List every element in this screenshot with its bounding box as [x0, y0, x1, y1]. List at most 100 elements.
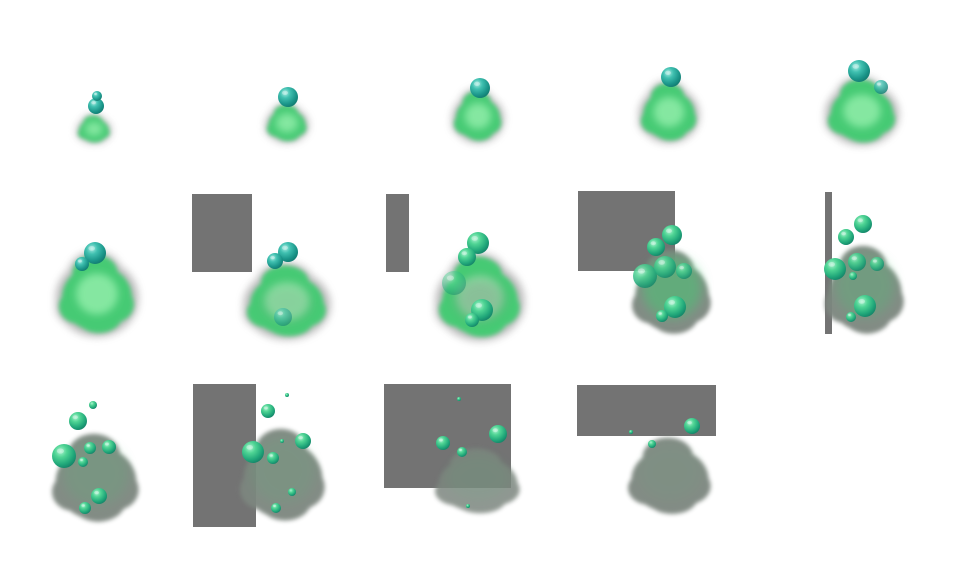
- bubble-ball: [288, 488, 296, 496]
- bubble-ball: [442, 271, 466, 295]
- ball-highlight: [467, 315, 472, 319]
- sprite-frame-r2c3: [435, 232, 525, 341]
- bubble-ball: [629, 430, 633, 434]
- bubble-ball: [849, 272, 857, 280]
- bubble-ball: [261, 404, 275, 418]
- knob-ball: [92, 91, 102, 101]
- gray-rect-r2c3: [386, 194, 409, 272]
- sprite-frame-r3c3: [435, 397, 520, 514]
- bubble-ball: [846, 312, 856, 322]
- knob-ball: [75, 257, 89, 271]
- ball-highlight: [637, 268, 646, 274]
- ball-highlight: [474, 81, 480, 87]
- bubble-ball: [271, 503, 281, 513]
- bubble-ball: [838, 229, 854, 245]
- ball-highlight: [72, 415, 79, 420]
- bubble-ball: [436, 436, 450, 450]
- bubble-ball: [854, 215, 872, 233]
- knob-ball: [278, 87, 298, 107]
- knob-ball: [874, 80, 888, 94]
- ball-highlight: [282, 90, 288, 96]
- bubble-ball: [457, 397, 461, 401]
- ball-highlight: [91, 100, 96, 105]
- ball-highlight: [658, 259, 665, 265]
- knob-ball: [278, 242, 298, 262]
- bubble-ball: [656, 310, 668, 322]
- ball-highlight: [86, 444, 90, 447]
- bubble-ball: [662, 225, 682, 245]
- bubble-ball: [684, 418, 700, 434]
- ball-highlight: [246, 444, 253, 450]
- ball-highlight: [666, 228, 672, 233]
- gray-rect-r2c2: [192, 194, 252, 272]
- bubble-ball: [467, 232, 489, 254]
- bubble-ball: [870, 257, 884, 271]
- knob-ball: [274, 308, 292, 326]
- bubble-ball: [78, 457, 88, 467]
- bubble-ball: [489, 425, 507, 443]
- bubble-ball: [91, 488, 107, 504]
- sprite-frame-r1c1: [76, 91, 112, 144]
- ball-highlight: [459, 448, 462, 451]
- ball-highlight: [273, 504, 276, 507]
- bubble-ball: [824, 258, 846, 280]
- bubble-ball: [458, 248, 476, 266]
- bubble-ball: [848, 253, 866, 271]
- bubble-ball: [648, 440, 656, 448]
- ball-highlight: [851, 256, 857, 261]
- ball-highlight: [852, 63, 859, 69]
- bubble-ball: [242, 441, 264, 463]
- sprite-frame-r3c1: [52, 401, 139, 522]
- ball-highlight: [270, 255, 275, 260]
- ball-highlight: [857, 218, 863, 223]
- sprite-frame-r1c2: [265, 87, 309, 143]
- ball-highlight: [872, 259, 878, 263]
- bubble-ball: [854, 295, 876, 317]
- knob-ball: [470, 78, 490, 98]
- bubble-ball: [79, 502, 91, 514]
- ball-highlight: [277, 311, 283, 316]
- bubble-ball: [89, 401, 97, 409]
- bubble-ball: [647, 238, 665, 256]
- bubble-ball: [654, 256, 676, 278]
- bubble-ball: [664, 296, 686, 318]
- bubble-ball: [285, 393, 289, 397]
- ball-highlight: [461, 251, 467, 256]
- ball-highlight: [94, 490, 99, 495]
- bubble-ball: [102, 440, 116, 454]
- ball-highlight: [679, 265, 684, 270]
- ball-highlight: [438, 438, 443, 442]
- ball-highlight: [858, 298, 865, 304]
- ball-highlight: [848, 313, 851, 316]
- bubble-ball: [84, 442, 96, 454]
- ball-highlight: [841, 231, 846, 236]
- sprite-frame-r2c5: [824, 215, 904, 334]
- bubble-ball: [52, 444, 76, 468]
- ball-highlight: [77, 259, 82, 263]
- sprite-frame-r1c3: [451, 78, 505, 144]
- ball-highlight: [876, 82, 882, 86]
- ball-highlight: [263, 406, 268, 410]
- ball-highlight: [269, 454, 274, 457]
- ball-highlight: [81, 504, 85, 507]
- ball-highlight: [80, 458, 83, 461]
- knob-ball: [84, 242, 106, 264]
- sprite-frame-r1c4: [638, 67, 700, 144]
- bubble-ball: [465, 313, 479, 327]
- sprite-frame-r1c5: [824, 60, 899, 146]
- ball-highlight: [828, 261, 835, 267]
- sprite-frame-r3c2: [240, 393, 325, 521]
- bubble-ball: [676, 263, 692, 279]
- bubble-ball: [466, 504, 470, 508]
- bubble-ball: [633, 264, 657, 288]
- bubble-ball: [457, 447, 467, 457]
- ball-highlight: [475, 302, 483, 308]
- ball-highlight: [282, 245, 288, 250]
- ball-highlight: [56, 448, 64, 454]
- bubble-ball: [295, 433, 311, 449]
- sprite-frame-r2c4: [632, 225, 711, 334]
- ball-highlight: [665, 70, 671, 76]
- sprite-frame-r2c1: [55, 242, 139, 337]
